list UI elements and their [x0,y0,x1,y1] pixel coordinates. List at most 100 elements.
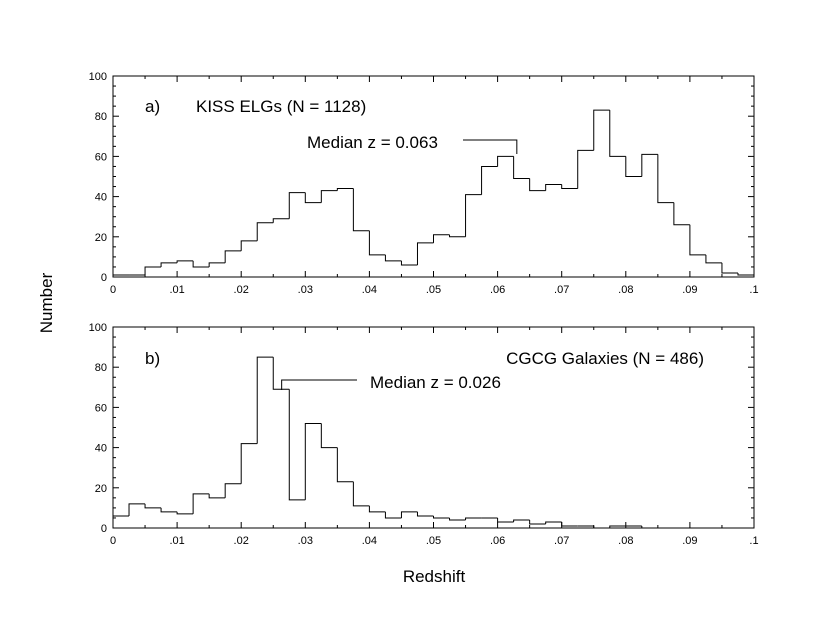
panel-a-histogram-bin [689,224,706,256]
panel-b-ytick-label: 60 [95,402,107,414]
panel-b-xtick-label: .01 [169,535,184,547]
panel-a-histogram-bin [593,109,610,151]
panel-b-histogram-bin [320,423,338,449]
panel-a-histogram-bin [336,188,354,191]
panel-b-histogram-bin [433,515,450,519]
panel-b-histogram-bin [400,511,418,518]
panel-b-histogram-bin [144,503,162,509]
panel-b-histogram-bin [288,389,306,501]
panel-b-xtick-label: .06 [490,535,505,547]
panel-b-histogram-bin [384,511,402,519]
panel-b-histogram-bin [240,443,258,484]
panel-a-histogram-bin [577,149,594,189]
panel-b-xtick-label: .03 [298,535,313,547]
panel-a-histogram-bin [224,250,242,263]
panel-a-histogram-bin [545,184,562,191]
panel-a-histogram-bin [465,194,482,237]
panel-b-histogram-bin [160,507,178,513]
panel-a-histogram-bin [304,192,322,204]
panel-b-histogram-bin [192,493,210,514]
panel-b-xtick-label: .1 [749,535,758,547]
panel-a-xtick-label: .08 [618,284,633,296]
panel-a-xtick-label: .01 [169,284,184,296]
panel-a-histogram-bin [176,260,194,263]
panel-b-ytick-label: 40 [95,443,107,455]
panel-b-histogram-bin [416,511,434,517]
panel-a-histogram-bin [529,178,546,192]
panel-a-median-leader [463,139,518,154]
panel-a-histogram-bin [112,274,130,277]
panel-b-histogram-bin [465,517,482,520]
panel-a-xtick-label: .09 [682,284,697,296]
panel-b-histogram-bin [304,422,322,500]
panel-b-histogram-bin [561,521,578,527]
panel-b-histogram-bin [272,357,290,390]
panel-b-histogram-bin [176,511,194,515]
panel-b-histogram-bin [513,519,530,522]
panel-a-histogram-bin [497,155,514,167]
panel-a-xtick-label: .04 [362,284,377,296]
panel-b-xtick-label: .09 [682,535,697,547]
panel-a-histogram-bin [609,110,626,157]
panel-b-xtick-label: 0 [110,535,116,547]
panel-a-histogram-bin [256,222,274,241]
panel-a-histogram-bin [705,254,722,264]
panel-a-label: a) [145,97,160,116]
panel-a-histogram-bin [320,190,338,203]
panel-b-histogram-bin [256,356,274,444]
panel-b-histogram-bin [336,447,354,483]
panel-b-ytick-label: 20 [95,483,107,495]
panel-a-histogram-bin [400,260,418,266]
panel-b-xtick-label: .05 [426,535,441,547]
panel-b-histogram-bin [593,525,610,529]
panel-a-histogram-bin [721,262,738,274]
panel-a-histogram-bin [240,240,258,251]
panel-a-histogram-bin [737,272,754,276]
panel-b-histogram-bin [449,517,466,521]
panel-a-histogram-bin [144,266,162,275]
panel-b-median-annotation: Median z = 0.026 [370,373,501,392]
panel-b-ytick-label: 80 [95,362,107,374]
panel-a-ytick-label: 40 [95,192,107,204]
panel-b-xtick-label: .04 [362,535,377,547]
panel-b-median-leader [281,379,357,390]
panel-a-ytick-label: 0 [101,272,107,284]
panel-b-ytick-label: 100 [89,322,107,334]
panel-a-ytick-label: 100 [89,71,107,83]
panel-b-histogram-bin [112,515,130,528]
panel-a-histogram-bin [208,262,226,267]
panel-a-histogram-bin [352,188,370,232]
panel-a-histogram: 0 .01 .02 .03 .04 .05 .06 .07 .08 .09 .1 0 20 40 60 80 1… [89,71,759,296]
panel-a-histogram-bin [449,234,466,238]
panel-a-histogram-bin [368,230,386,256]
panel-b-title: CGCG Galaxies (N = 486) [506,349,704,368]
panel-a-histogram-bin [416,242,434,265]
panel-a-histogram-bin [433,234,450,243]
panel-b-histogram-bin [497,517,514,523]
panel-b-xtick-label: .02 [234,535,249,547]
panel-a-median-annotation: Median z = 0.063 [307,133,438,152]
panel-b-histogram-bin [128,503,146,516]
panel-a-histogram-bin [192,260,210,268]
panel-a-ytick-label: 20 [95,232,107,244]
panel-a-xtick-label: .02 [234,284,249,296]
y-axis-title: Number [37,272,56,333]
panel-a-histogram-bin [288,192,306,219]
panel-a-xtick-label: .03 [298,284,313,296]
panel-a-ytick-label: 60 [95,151,107,163]
panel-a-histogram-bin [657,154,674,204]
panel-b-histogram-bin [208,493,226,499]
panel-b-histogram-bin [529,519,546,525]
panel-a-histogram-bin [513,156,530,180]
panel-b-ytick-label: 0 [101,523,107,535]
panel-b-histogram: 0 .01 .02 .03 .04 .05 .06 .07 .08 .09 .1 0 20 40 60 80 1… [89,322,759,547]
panel-b-histogram-bin [609,525,626,528]
panel-b-histogram-bin [641,525,658,529]
panel-a-ytick-label: 80 [95,111,107,123]
panel-b-xtick-label: .07 [554,535,569,547]
panel-a-histogram-bin [673,202,690,226]
panel-b-histogram-bin [368,505,386,513]
panel-b-histogram-bin [224,483,242,498]
panel-a-histogram-bin [481,165,498,195]
